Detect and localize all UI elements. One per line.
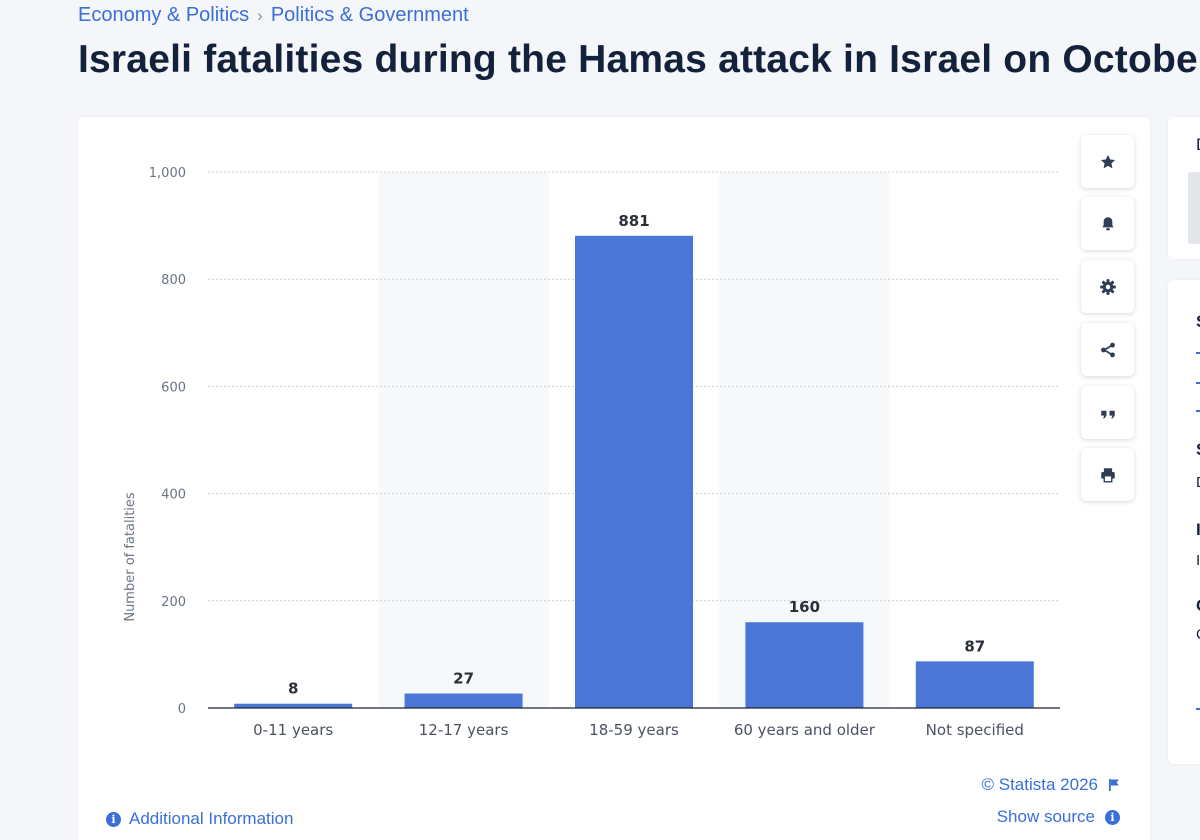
side-link-dash[interactable]: [1196, 410, 1200, 412]
show-source-link[interactable]: Show source i: [997, 807, 1120, 827]
flag-icon: [1109, 779, 1119, 791]
bar[interactable]: [404, 693, 523, 708]
data-label: 27: [453, 670, 474, 688]
x-tick-label: 12-17 years: [419, 721, 509, 739]
side-card-placeholder: [1188, 172, 1200, 244]
additional-information-link[interactable]: i Additional Information: [106, 809, 293, 829]
favorite-button[interactable]: [1081, 135, 1134, 188]
bar[interactable]: [575, 235, 693, 708]
print-icon: [1100, 467, 1115, 482]
side-link-dash[interactable]: [1196, 708, 1200, 710]
print-button[interactable]: [1081, 448, 1134, 501]
y-tick-label: 0: [178, 702, 186, 717]
side-card-bottom: [1168, 280, 1200, 764]
x-tick-label: Not specified: [926, 721, 1024, 739]
additional-information-text: Additional Information: [129, 809, 294, 828]
bar-chart: 0 200 400 600 800 1,000 8 0-11 years 27 12-17 ye…: [123, 166, 1060, 739]
bar[interactable]: [745, 622, 864, 708]
alternate-band: [719, 172, 890, 708]
gear-icon: [1099, 278, 1116, 295]
credit-text: © Statista 2026: [981, 775, 1099, 794]
settings-button[interactable]: [1081, 260, 1134, 313]
alternate-band: [378, 172, 549, 708]
show-source-text: Show source: [996, 807, 1095, 826]
side-link-dash[interactable]: [1196, 352, 1200, 354]
bar[interactable]: [915, 661, 1034, 708]
side-fragment: S: [1196, 312, 1200, 332]
y-tick-label: 200: [161, 595, 186, 610]
side-fragment: D: [1196, 135, 1200, 155]
side-fragment: I: [1196, 520, 1200, 539]
info-icon: i: [106, 811, 121, 827]
side-fragment: C: [1196, 596, 1200, 616]
y-tick-label: 800: [161, 273, 186, 288]
y-tick-label: 600: [161, 380, 186, 395]
breadcrumb-economy-politics[interactable]: Economy & Politics: [78, 4, 250, 26]
bar[interactable]: [234, 703, 353, 708]
breadcrumb: Economy & Politics › Politics & Governme…: [78, 4, 469, 27]
data-label: 87: [964, 637, 985, 655]
breadcrumb-politics-government[interactable]: Politics & Government: [270, 4, 469, 26]
data-label: 881: [618, 212, 649, 230]
y-tick-label: 400: [161, 488, 186, 503]
side-fragment: C: [1196, 626, 1200, 643]
share-icon: [1100, 342, 1115, 357]
x-tick-label: 60 years and older: [734, 721, 876, 739]
data-label: 8: [288, 680, 298, 698]
notification-button[interactable]: [1081, 197, 1134, 250]
share-button[interactable]: [1081, 323, 1134, 376]
side-fragment: I: [1196, 552, 1200, 569]
x-tick-label: 18-59 years: [589, 721, 679, 739]
quote-icon: [1100, 410, 1115, 418]
side-fragment: S: [1196, 440, 1200, 460]
cite-button[interactable]: [1081, 386, 1134, 439]
bell-icon: [1101, 216, 1114, 230]
info-icon: i: [1105, 809, 1120, 825]
statista-credit[interactable]: © Statista 2026: [982, 775, 1121, 795]
y-axis-label: Number of fatalities: [123, 492, 138, 622]
x-tick-label: 0-11 years: [253, 721, 333, 739]
star-icon: [1100, 154, 1115, 168]
breadcrumb-separator: ›: [257, 5, 263, 25]
page-title: Israeli fatalities during the Hamas atta…: [78, 38, 1200, 81]
side-link-dash[interactable]: [1196, 382, 1200, 384]
side-fragment: D: [1196, 474, 1200, 491]
data-label: 160: [789, 598, 820, 616]
y-tick-label: 1,000: [149, 166, 186, 181]
chart-card: 0 200 400 600 800 1,000 8 0-11 years 27 12-17 ye…: [78, 117, 1150, 840]
